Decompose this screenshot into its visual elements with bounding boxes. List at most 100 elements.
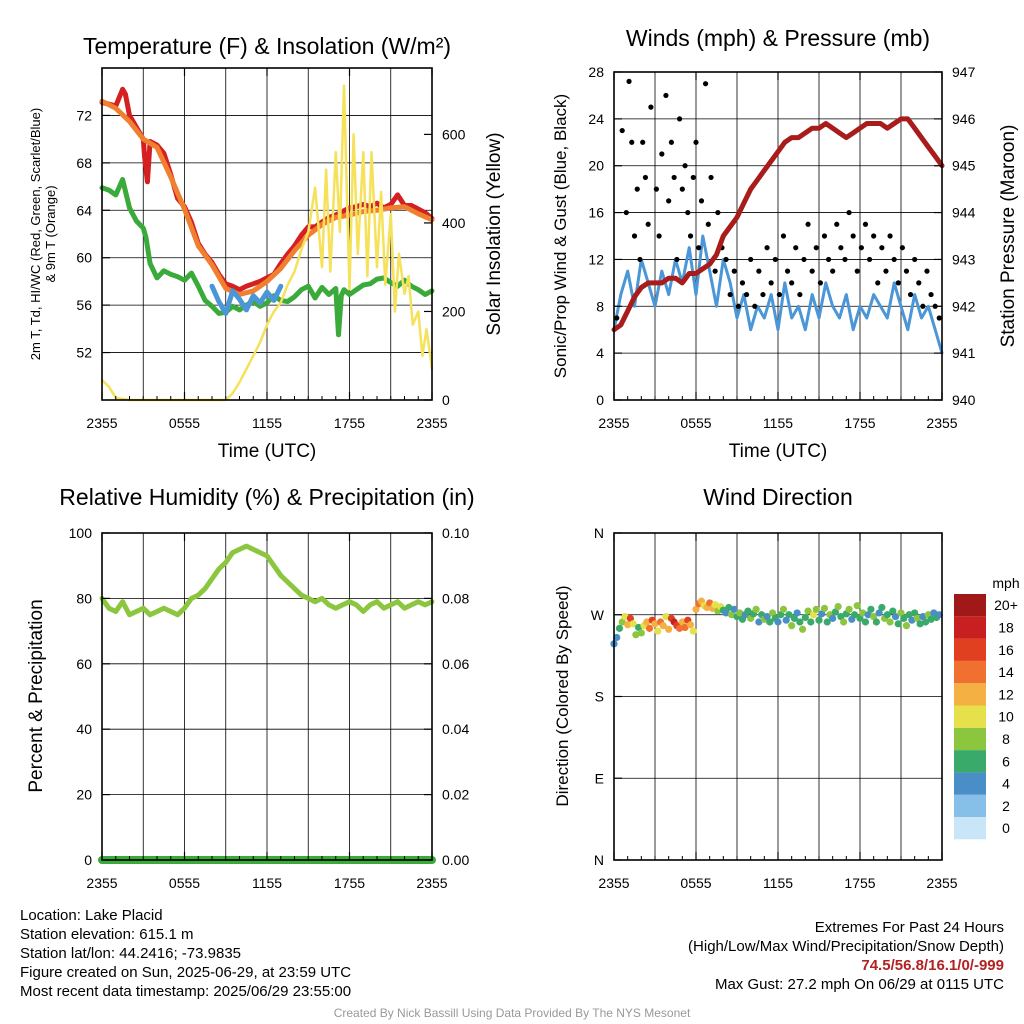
y-axis-label: Percent & Precipitation bbox=[26, 599, 47, 792]
y-axis-label: Sonic/Prop Wind & Gust (Blue, Black) bbox=[551, 94, 570, 378]
max-gust: Max Gust: 27.2 mph On 06/29 at 0115 UTC bbox=[714, 976, 1004, 993]
gust-point bbox=[838, 245, 844, 251]
recent-timestamp: Most recent data timestamp: 2025/06/29 2… bbox=[20, 983, 352, 1000]
gust-point bbox=[764, 245, 770, 251]
direction-point bbox=[818, 610, 826, 618]
gust-point bbox=[768, 280, 774, 286]
direction-point bbox=[831, 608, 840, 616]
x-tick-label: 0555 bbox=[169, 875, 200, 891]
y2-tick-label: 947 bbox=[952, 64, 976, 80]
y2-tick-label: 945 bbox=[952, 158, 976, 174]
x-tick-label: 1155 bbox=[763, 875, 793, 891]
gust-point bbox=[805, 221, 811, 227]
y2-tick-label: 0.06 bbox=[442, 656, 469, 672]
y-tick-label: 24 bbox=[588, 111, 604, 127]
direction-point bbox=[613, 633, 621, 642]
x-axis-label: Time (UTC) bbox=[218, 441, 317, 462]
colorbar-swatch bbox=[954, 616, 986, 639]
colorbar-swatch bbox=[954, 683, 986, 706]
direction-point bbox=[659, 622, 667, 630]
gust-point bbox=[797, 291, 803, 298]
direction-point bbox=[727, 611, 736, 619]
direction-point bbox=[676, 624, 684, 632]
direction-point bbox=[911, 609, 919, 617]
colorbar-label: 0 bbox=[1002, 820, 1010, 836]
direction-point bbox=[637, 629, 645, 637]
colorbar-swatch bbox=[954, 794, 986, 817]
y2-axis-label: Solar Insolation (Yellow) bbox=[484, 132, 505, 335]
direction-point bbox=[678, 618, 686, 626]
series-9m-t bbox=[99, 98, 435, 297]
gust-point bbox=[712, 268, 718, 274]
direction-point bbox=[768, 609, 777, 617]
y2-tick-label: 0.00 bbox=[442, 852, 469, 868]
gust-point bbox=[784, 268, 791, 274]
x-tick-label: 2355 bbox=[86, 875, 117, 891]
direction-point bbox=[722, 609, 730, 617]
direction-point bbox=[763, 612, 771, 621]
y-tick-label: N bbox=[594, 852, 604, 868]
y-tick-label: 40 bbox=[76, 721, 92, 737]
direction-point bbox=[801, 613, 809, 622]
gust-point bbox=[671, 174, 677, 181]
direction-point bbox=[809, 611, 818, 619]
chart-title: Temperature (F) & Insolation (W/m²) bbox=[83, 33, 451, 59]
gust-point bbox=[752, 303, 758, 309]
direction-point bbox=[916, 620, 924, 628]
gust-point bbox=[789, 280, 795, 286]
y-tick-label: 8 bbox=[596, 298, 604, 314]
direction-point bbox=[615, 624, 624, 632]
direction-point bbox=[856, 614, 864, 622]
direction-point bbox=[853, 602, 861, 610]
y2-tick-label: 400 bbox=[442, 215, 466, 231]
direction-point bbox=[807, 618, 815, 626]
gust-point bbox=[679, 186, 685, 192]
extremes-subtitle: (High/Low/Max Wind/Precipitation/Snow De… bbox=[688, 938, 1004, 955]
y-tick-label: 12 bbox=[588, 251, 604, 267]
y-tick-label: 28 bbox=[588, 64, 604, 80]
gust-point bbox=[854, 268, 860, 274]
gust-point bbox=[674, 256, 680, 263]
y-tick-label: 16 bbox=[588, 205, 604, 221]
colorbar-swatch bbox=[954, 705, 986, 728]
colorbar-swatch bbox=[954, 594, 986, 617]
direction-point bbox=[681, 623, 689, 632]
direction-point bbox=[905, 611, 913, 619]
direction-point bbox=[766, 618, 774, 626]
extremes-info: Extremes For Past 24 Hours (High/Low/Max… bbox=[688, 918, 1004, 994]
colorbar-label: 8 bbox=[1002, 731, 1010, 747]
direction-point bbox=[840, 618, 848, 626]
y2-tick-label: 941 bbox=[952, 345, 976, 361]
colorbar-label: 6 bbox=[1002, 753, 1010, 769]
colorbar-label: 2 bbox=[1002, 798, 1010, 814]
gust-point bbox=[634, 186, 640, 192]
y2-tick-label: 946 bbox=[952, 111, 976, 127]
x-tick-label: 2355 bbox=[416, 875, 447, 891]
y2-tick-label: 0 bbox=[442, 392, 450, 408]
gust-point bbox=[739, 280, 746, 286]
gust-point bbox=[801, 256, 807, 263]
y-tick-label: 64 bbox=[76, 202, 92, 218]
direction-point bbox=[804, 607, 812, 615]
direction-point bbox=[820, 604, 829, 612]
y-tick-label: 52 bbox=[76, 345, 92, 361]
gust-point bbox=[834, 221, 840, 227]
colorbar-label: 18 bbox=[998, 619, 1014, 635]
y-tick-label: 60 bbox=[76, 250, 92, 266]
gust-point bbox=[640, 139, 646, 145]
direction-point bbox=[913, 614, 922, 622]
gust-point bbox=[708, 174, 714, 181]
gust-point bbox=[936, 315, 942, 321]
direction-point bbox=[654, 627, 662, 635]
x-axis-label: Time (UTC) bbox=[729, 441, 828, 462]
gust-point bbox=[623, 209, 629, 216]
gust-point bbox=[842, 256, 848, 263]
colorbar-swatch bbox=[954, 638, 986, 661]
y-tick-label: 4 bbox=[596, 345, 604, 361]
direction-point bbox=[845, 605, 853, 613]
y2-tick-label: 944 bbox=[952, 205, 976, 221]
gust-point bbox=[735, 303, 741, 309]
direction-point bbox=[689, 627, 697, 635]
gust-point bbox=[846, 209, 852, 216]
